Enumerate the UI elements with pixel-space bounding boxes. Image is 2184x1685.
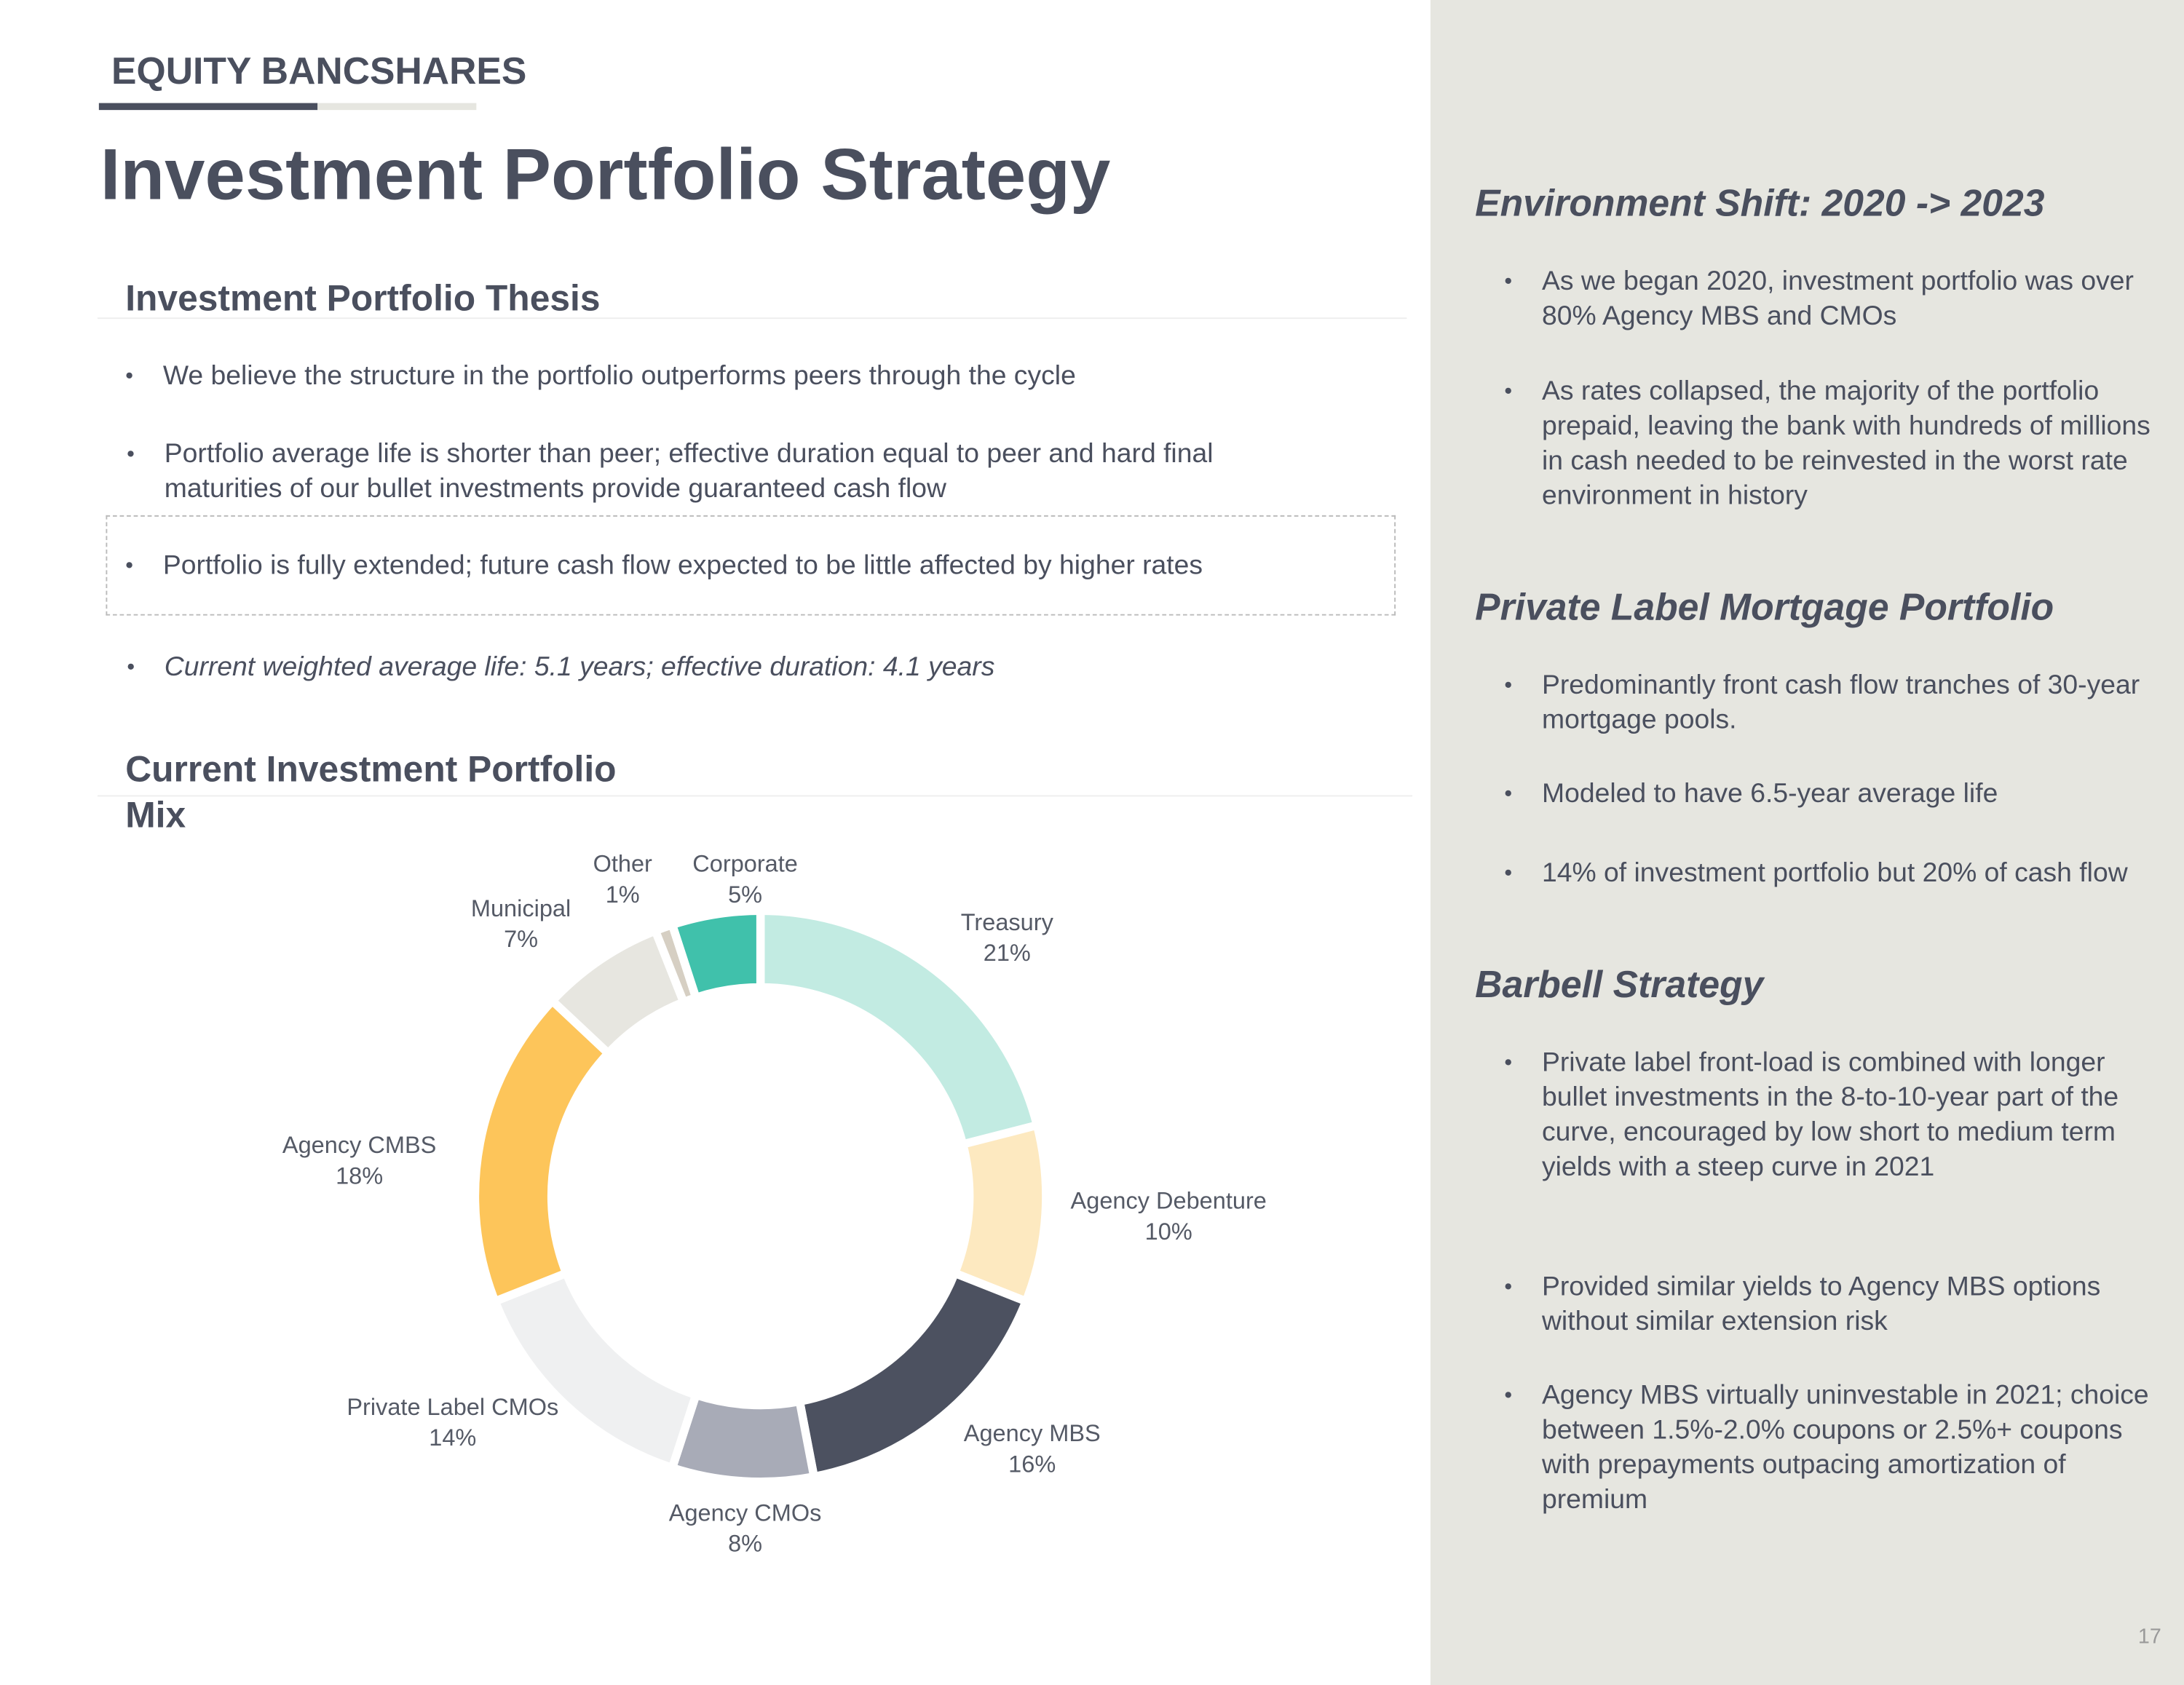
underline (317, 103, 477, 111)
section-heading: Environment Shift: 2020 -> 2023 (1475, 182, 2045, 225)
bullet: Portfolio average life is shorter than p… (127, 437, 1307, 507)
slice-label: Agency CMBS (282, 1132, 436, 1158)
slice-value: 18% (336, 1162, 383, 1189)
bullet: Provided similar yields to Agency MBS op… (1504, 1270, 2154, 1340)
donut-slice (489, 1267, 702, 1473)
underline (98, 103, 318, 111)
section-heading: Investment Portfolio Thesis (125, 277, 601, 320)
rule (97, 317, 1407, 320)
bullet: As we began 2020, investment portfolio w… (1504, 265, 2154, 335)
slice-value: 1% (606, 881, 640, 908)
slice-label: Municipal (471, 895, 571, 921)
slice-value: 10% (1145, 1218, 1192, 1245)
slice-value: 8% (728, 1530, 762, 1556)
slice-label: Agency Debenture (1071, 1188, 1267, 1214)
highlight-box (106, 515, 1396, 616)
rule (97, 795, 1413, 797)
bullet: Predominantly front cash flow tranches o… (1504, 668, 2154, 738)
donut-chart: Treasury 21% Agency Debenture 10% Agency MBS… (282, 851, 1267, 1557)
donut-slice (756, 906, 1042, 1150)
donut-slice (470, 994, 614, 1307)
company: EQUITY BANCSHARES (111, 49, 527, 92)
bullet: Current weighted average life: 5.1 years… (127, 650, 1390, 685)
slice-label: Treasury (961, 909, 1054, 935)
section-heading: Barbell Strategy (1475, 963, 1764, 1006)
slice-value: 21% (984, 940, 1031, 966)
section-heading: Private Label Mortgage Portfolio (1475, 586, 2054, 628)
bullet: As rates collapsed, the majority of the … (1504, 375, 2154, 514)
bullet: Portfolio is fully extended; future cash… (125, 549, 1388, 584)
slice-label: Corporate (692, 851, 798, 877)
donut-slice (667, 906, 765, 1003)
slice-label: Agency CMOs (669, 1499, 822, 1526)
bullet: We believe the structure in the portfoli… (125, 360, 1305, 395)
slice-value: 14% (429, 1424, 476, 1451)
slice-label: Other (593, 851, 652, 877)
title: Investment Portfolio Strategy (100, 135, 1111, 216)
slice-value: 7% (504, 926, 538, 952)
slice-label: Agency MBS (964, 1420, 1101, 1446)
page-number: 17 (2137, 1625, 2161, 1649)
bullet: 14% of investment portfolio but 20% of c… (1504, 857, 2154, 892)
section-heading: Current Investment Portfolio Mix (125, 748, 617, 836)
bullet: Agency MBS virtually uninvestable in 202… (1504, 1379, 2154, 1518)
bullet: Modeled to have 6.5-year average life (1504, 777, 2154, 812)
slice-value: 5% (728, 881, 762, 908)
slice-value: 16% (1008, 1451, 1056, 1477)
bullet: Private label front-load is combined wit… (1504, 1046, 2154, 1185)
slice-label: Private Label CMOs (347, 1394, 558, 1420)
